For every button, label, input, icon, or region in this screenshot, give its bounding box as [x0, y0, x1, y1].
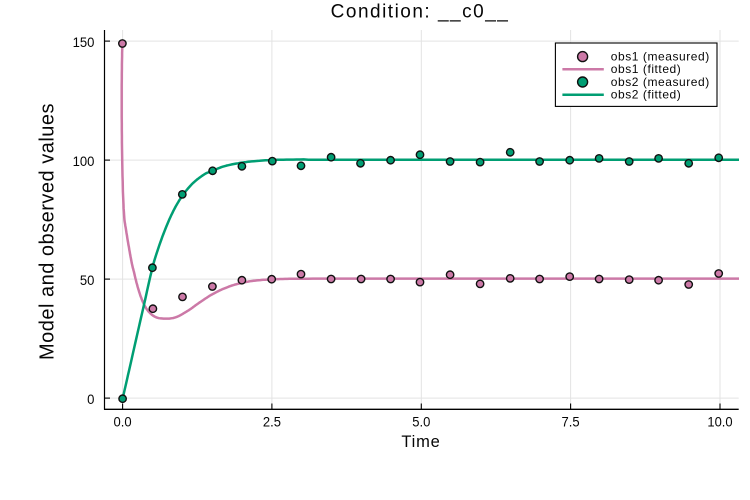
svg-text:10.0: 10.0 [707, 413, 732, 429]
svg-text:100: 100 [73, 153, 95, 169]
svg-text:150: 150 [73, 34, 95, 50]
svg-text:obs1 (measured): obs1 (measured) [611, 49, 710, 63]
svg-text:Model and observed values: Model and observed values [37, 103, 59, 360]
svg-text:obs2 (fitted): obs2 (fitted) [611, 88, 682, 102]
svg-text:obs2 (measured): obs2 (measured) [611, 75, 710, 89]
svg-text:Time: Time [401, 433, 440, 451]
svg-text:2.5: 2.5 [263, 413, 281, 429]
svg-text:50: 50 [80, 272, 95, 288]
svg-text:5.0: 5.0 [412, 413, 430, 429]
svg-text:Condition: __c0__: Condition: __c0__ [331, 2, 510, 23]
svg-text:0: 0 [87, 391, 94, 407]
svg-text:obs1 (fitted): obs1 (fitted) [611, 62, 682, 76]
svg-text:0.0: 0.0 [114, 413, 132, 429]
svg-text:7.5: 7.5 [562, 413, 580, 429]
